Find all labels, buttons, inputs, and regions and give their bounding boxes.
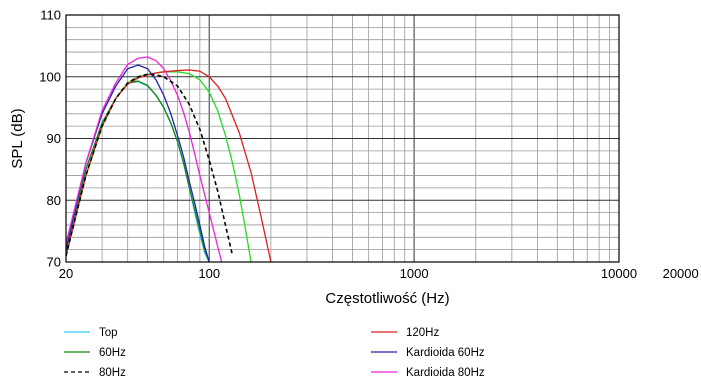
x-tick-label: 10000 [601, 266, 637, 281]
y-tick-label: 100 [39, 69, 61, 84]
series-line-80hz [65, 73, 234, 257]
y-axis-label: SPL (dB) [9, 108, 26, 168]
x-tick-label: 1000 [400, 266, 429, 281]
series-group [65, 56, 272, 263]
series-line-kardioida-80hz [65, 56, 223, 263]
x-tick-label: 20000 [663, 266, 699, 281]
y-tick-label: 110 [40, 8, 61, 23]
series-line-120hz [65, 69, 272, 263]
series-line-kardioida-60hz [65, 64, 210, 263]
x-tick-label: 20 [59, 266, 73, 281]
legend-label: Kardioida 80Hz [406, 367, 485, 379]
ticks: 70 80 90 100 110 20 100 1000 10000 20000 [39, 8, 698, 282]
y-tick-label: 90 [47, 131, 61, 146]
plot-frame [65, 14, 620, 263]
legend-label: 80Hz [99, 367, 126, 379]
y-tick-label: 70 [47, 255, 61, 270]
grid [65, 14, 619, 263]
y-tick-label: 80 [47, 193, 61, 208]
legend-label: Top [99, 327, 118, 339]
x-tick-label: 100 [198, 266, 220, 281]
legend-label: 60Hz [99, 347, 126, 359]
legend-label: 120Hz [406, 327, 439, 339]
x-axis-label: Częstotliwość (Hz) [325, 290, 449, 307]
legend-label: Kardioida 60Hz [406, 347, 485, 359]
legend: Top 60Hz 80Hz 120Hz Kardioida 60Hz Kardioida … [64, 327, 485, 379]
